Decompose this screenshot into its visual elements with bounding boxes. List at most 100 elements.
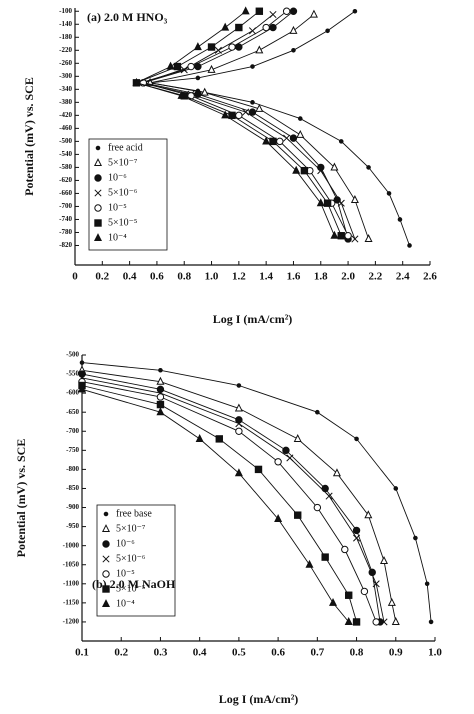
x-tick-label: 0.7 xyxy=(310,647,324,659)
point xyxy=(262,136,271,145)
point xyxy=(372,618,380,626)
point xyxy=(274,458,282,466)
point xyxy=(428,619,434,625)
point xyxy=(352,618,361,626)
point xyxy=(291,47,296,53)
point xyxy=(156,376,165,385)
point xyxy=(332,468,341,477)
legend-label: 5×10⁻⁷ xyxy=(116,523,146,534)
point xyxy=(315,409,320,415)
y-tick-label: -1200 xyxy=(63,618,80,626)
point xyxy=(200,87,209,96)
x-tick-label: 0 xyxy=(72,271,78,283)
x-tick-label: 1.0 xyxy=(205,271,219,283)
point xyxy=(156,393,165,401)
point xyxy=(269,137,277,146)
point xyxy=(364,510,373,519)
point xyxy=(235,23,243,32)
point xyxy=(102,540,110,548)
point xyxy=(254,465,263,474)
x-tick-label: 0.5 xyxy=(232,647,246,659)
y-tick-label: -650 xyxy=(66,408,79,416)
point xyxy=(354,436,359,442)
x-axis-label: Log I (mA/cm²) xyxy=(219,692,299,706)
point xyxy=(353,534,361,542)
point xyxy=(241,6,250,15)
point xyxy=(344,232,352,240)
point xyxy=(132,77,141,86)
x-tick-label: 0.9 xyxy=(389,647,403,659)
point xyxy=(101,524,111,533)
legend-label: free base xyxy=(116,508,152,519)
legend-label: 10⁻⁵ xyxy=(108,202,127,213)
point xyxy=(316,198,325,207)
point xyxy=(195,75,201,81)
x-tick-label: 1.4 xyxy=(259,271,273,283)
point xyxy=(366,165,371,170)
legend-label: 10⁻⁵ xyxy=(116,568,135,579)
point xyxy=(300,166,309,175)
y-tick-label: -180 xyxy=(59,33,72,41)
point xyxy=(321,553,329,561)
point xyxy=(248,108,257,116)
point xyxy=(269,10,277,19)
point xyxy=(262,23,270,32)
y-axis-label: Potential (mV) vs. SCE xyxy=(22,77,36,196)
point xyxy=(352,526,361,535)
point xyxy=(255,45,264,54)
legend-label: 10⁻⁴ xyxy=(116,598,135,609)
legend-label: free acid xyxy=(108,142,143,153)
point xyxy=(102,555,110,563)
x-tick-label: 2.4 xyxy=(396,271,410,283)
point xyxy=(289,7,298,15)
point xyxy=(282,7,291,15)
point xyxy=(289,25,298,34)
point xyxy=(94,204,102,212)
point xyxy=(177,90,186,99)
point xyxy=(207,64,216,73)
y-tick-label: -1000 xyxy=(63,541,80,549)
point xyxy=(338,139,344,144)
point xyxy=(387,597,396,606)
point xyxy=(317,167,325,175)
point xyxy=(235,111,243,120)
legend-label: 5×10⁻⁷ xyxy=(108,157,138,168)
point xyxy=(345,591,353,599)
y-tick-label: -340 xyxy=(59,85,72,93)
point xyxy=(286,454,294,462)
x-tick-label: 0.3 xyxy=(154,647,168,659)
point xyxy=(391,617,400,625)
point xyxy=(102,570,110,578)
y-tick-label: -1100 xyxy=(63,579,79,587)
panel-title: (a) 2.0 M HNO₃ xyxy=(87,10,168,24)
point xyxy=(294,511,302,519)
point xyxy=(255,103,264,112)
point xyxy=(313,503,322,512)
point xyxy=(380,618,388,626)
point xyxy=(276,137,284,146)
x-tick-label: 0.2 xyxy=(114,647,128,659)
point xyxy=(235,420,243,428)
point xyxy=(305,559,314,568)
y-tick-label: -700 xyxy=(66,427,79,435)
point xyxy=(242,108,250,116)
point xyxy=(234,403,243,412)
legend-label: 5×10⁻⁶ xyxy=(108,187,138,198)
point xyxy=(296,129,305,138)
y-tick-label: -600 xyxy=(66,389,79,397)
x-tick-label: 1.0 xyxy=(428,647,442,659)
series-line xyxy=(141,10,349,236)
point xyxy=(393,486,399,491)
x-tick-label: 2.6 xyxy=(423,271,437,283)
y-tick-label: -380 xyxy=(59,98,72,106)
point xyxy=(350,195,359,203)
point xyxy=(248,27,257,35)
point xyxy=(325,28,330,34)
series-line xyxy=(81,373,381,622)
point xyxy=(193,42,202,51)
x-tick-label: 2.0 xyxy=(341,271,355,283)
y-tick-label: -660 xyxy=(59,189,72,197)
y-tick-label: -620 xyxy=(59,176,72,184)
point xyxy=(360,587,369,596)
point xyxy=(325,492,333,500)
